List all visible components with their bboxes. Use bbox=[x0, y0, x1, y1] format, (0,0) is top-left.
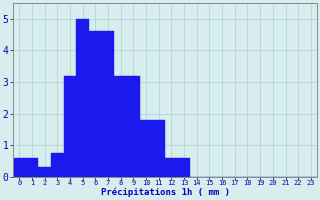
Bar bbox=[76, 19, 89, 177]
Bar bbox=[64, 76, 76, 177]
Bar bbox=[127, 76, 140, 177]
Bar bbox=[178, 158, 190, 177]
Bar bbox=[51, 153, 64, 177]
Bar bbox=[152, 120, 165, 177]
X-axis label: Précipitations 1h ( mm ): Précipitations 1h ( mm ) bbox=[100, 188, 229, 197]
Bar bbox=[38, 167, 51, 177]
Bar bbox=[13, 158, 26, 177]
Bar bbox=[165, 158, 178, 177]
Bar bbox=[140, 120, 152, 177]
Bar bbox=[114, 76, 127, 177]
Bar bbox=[26, 158, 38, 177]
Bar bbox=[89, 31, 102, 177]
Bar bbox=[102, 31, 114, 177]
